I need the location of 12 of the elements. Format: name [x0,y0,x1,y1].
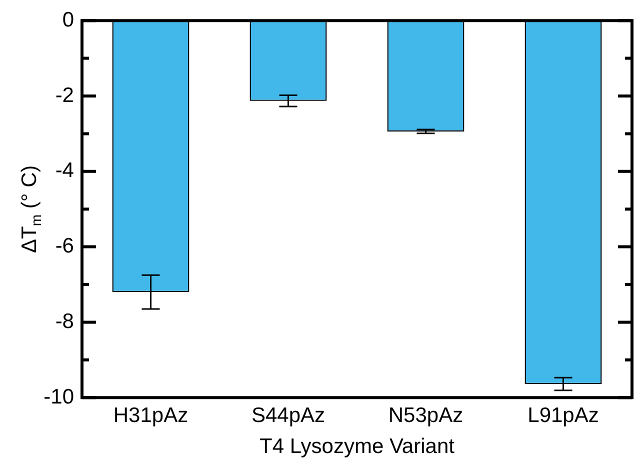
y-tick-label: -2 [55,84,74,107]
x-tick-label: N53pAz [388,404,464,427]
x-tick-label: S44pAz [251,404,326,427]
y-tick-label: 0 [62,8,74,32]
y-tick-label: -4 [55,159,74,182]
x-tick-label: H31pAz [113,404,188,427]
y-tick-label: -10 [44,385,74,408]
y-tick-label: -8 [55,310,74,333]
x-tick-label: L91pAz [528,404,599,427]
x-axis-title: T4 Lysozyme Variant [260,435,455,458]
y-tick-label: -6 [55,234,74,258]
y-axis-title: ΔTm (° C) [18,165,44,253]
